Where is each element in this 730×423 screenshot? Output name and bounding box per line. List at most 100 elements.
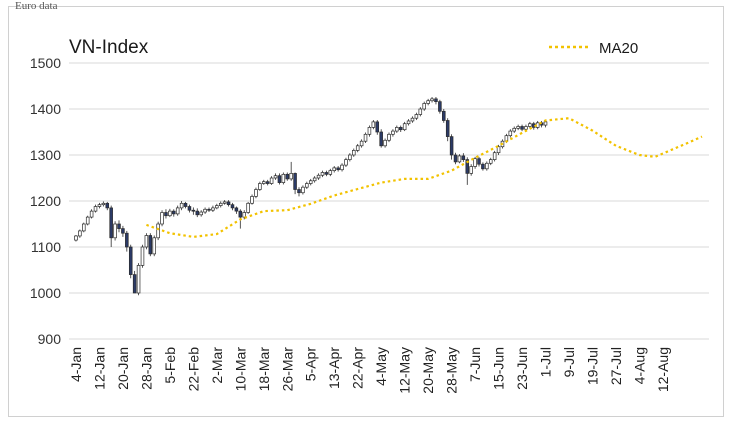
candle: [324, 170, 329, 177]
candle: [269, 176, 274, 185]
candle-body: [371, 121, 376, 128]
candle-body: [152, 237, 156, 255]
candle: [293, 172, 297, 195]
candle: [355, 143, 360, 153]
candle-body: [191, 209, 196, 212]
candle-body: [269, 177, 274, 184]
candle: [285, 172, 290, 181]
candle-body: [148, 235, 153, 255]
candle-body: [352, 150, 356, 156]
candle-body: [324, 172, 329, 175]
candle: [183, 201, 188, 209]
candle-body: [234, 207, 239, 212]
candle: [234, 206, 239, 214]
candle-body: [281, 173, 286, 183]
candle-body: [355, 145, 360, 151]
candle: [398, 125, 403, 132]
candle-body: [383, 139, 387, 147]
candle: [379, 129, 383, 148]
candle: [273, 173, 278, 180]
candle-body: [320, 172, 325, 176]
candle: [109, 205, 113, 247]
candle-body: [512, 127, 516, 132]
x-tick-label: 4-Aug: [631, 347, 647, 384]
candle: [367, 125, 372, 137]
candle: [442, 109, 446, 123]
candle-body: [375, 121, 380, 133]
candle-body: [426, 100, 430, 104]
candle-body: [395, 127, 399, 132]
candle: [226, 200, 231, 207]
candle: [140, 244, 145, 268]
candle: [395, 125, 399, 133]
candle-body: [328, 170, 333, 175]
candle: [383, 138, 387, 148]
candle-body: [528, 123, 532, 127]
candle: [222, 200, 227, 205]
x-tick-label: 19-Jul: [584, 347, 600, 385]
candle: [461, 153, 466, 162]
candle: [485, 161, 489, 171]
y-tick-label: 1000: [30, 285, 61, 301]
candle-body: [301, 186, 305, 194]
x-tick-label: 15-Jun: [491, 347, 507, 390]
candle: [187, 204, 192, 213]
candle: [152, 235, 156, 257]
candle-body: [285, 173, 290, 180]
candle: [340, 163, 344, 172]
x-tick-label: 1-Jul: [538, 347, 554, 377]
candle-body: [218, 202, 223, 206]
candle: [316, 173, 321, 180]
candle-body: [469, 166, 473, 174]
candle-body: [136, 265, 141, 294]
candle-body: [332, 167, 336, 171]
candle: [332, 166, 336, 173]
candle: [168, 208, 172, 218]
candle: [105, 201, 110, 211]
grid-lines: [69, 62, 709, 340]
candle-body: [297, 189, 301, 194]
candle-body: [199, 211, 203, 216]
candle-body: [496, 146, 501, 154]
candle: [414, 112, 419, 121]
candle: [164, 209, 168, 219]
candle: [156, 221, 160, 241]
candle: [144, 233, 149, 250]
candle-body: [308, 180, 313, 184]
x-tick-label: 9-Jul: [561, 347, 577, 377]
candle: [320, 170, 325, 178]
candle: [406, 119, 411, 126]
candle-body: [289, 173, 293, 180]
candle: [301, 185, 305, 195]
candle-body: [305, 183, 309, 188]
x-tick-label: 27-Jul: [608, 347, 624, 385]
candle: [348, 153, 352, 162]
candle-body: [492, 152, 497, 160]
candle-body: [477, 158, 481, 165]
candle-body: [156, 223, 160, 239]
candle-body: [254, 189, 258, 197]
candle: [218, 201, 223, 208]
candle-body: [465, 159, 470, 174]
candle: [246, 201, 250, 214]
candle-body: [195, 210, 200, 216]
candle-body: [215, 205, 219, 209]
candle: [97, 202, 102, 209]
candle: [359, 139, 364, 148]
x-tick-label: 28-May: [444, 347, 460, 394]
candle-body: [97, 204, 102, 207]
x-tick-label: 22-Apr: [350, 347, 366, 389]
candle: [277, 173, 282, 185]
candle: [328, 168, 333, 177]
x-tick-label: 2-Mar: [209, 347, 225, 384]
y-tick-label: 1100: [31, 239, 61, 255]
candle: [512, 126, 516, 133]
candle-body: [340, 164, 344, 171]
candle: [481, 162, 485, 171]
candle: [82, 222, 86, 233]
candlestick-series: [74, 97, 548, 296]
candle: [469, 164, 473, 176]
candle-body: [211, 207, 215, 211]
candle: [305, 181, 309, 190]
candle: [308, 178, 313, 186]
